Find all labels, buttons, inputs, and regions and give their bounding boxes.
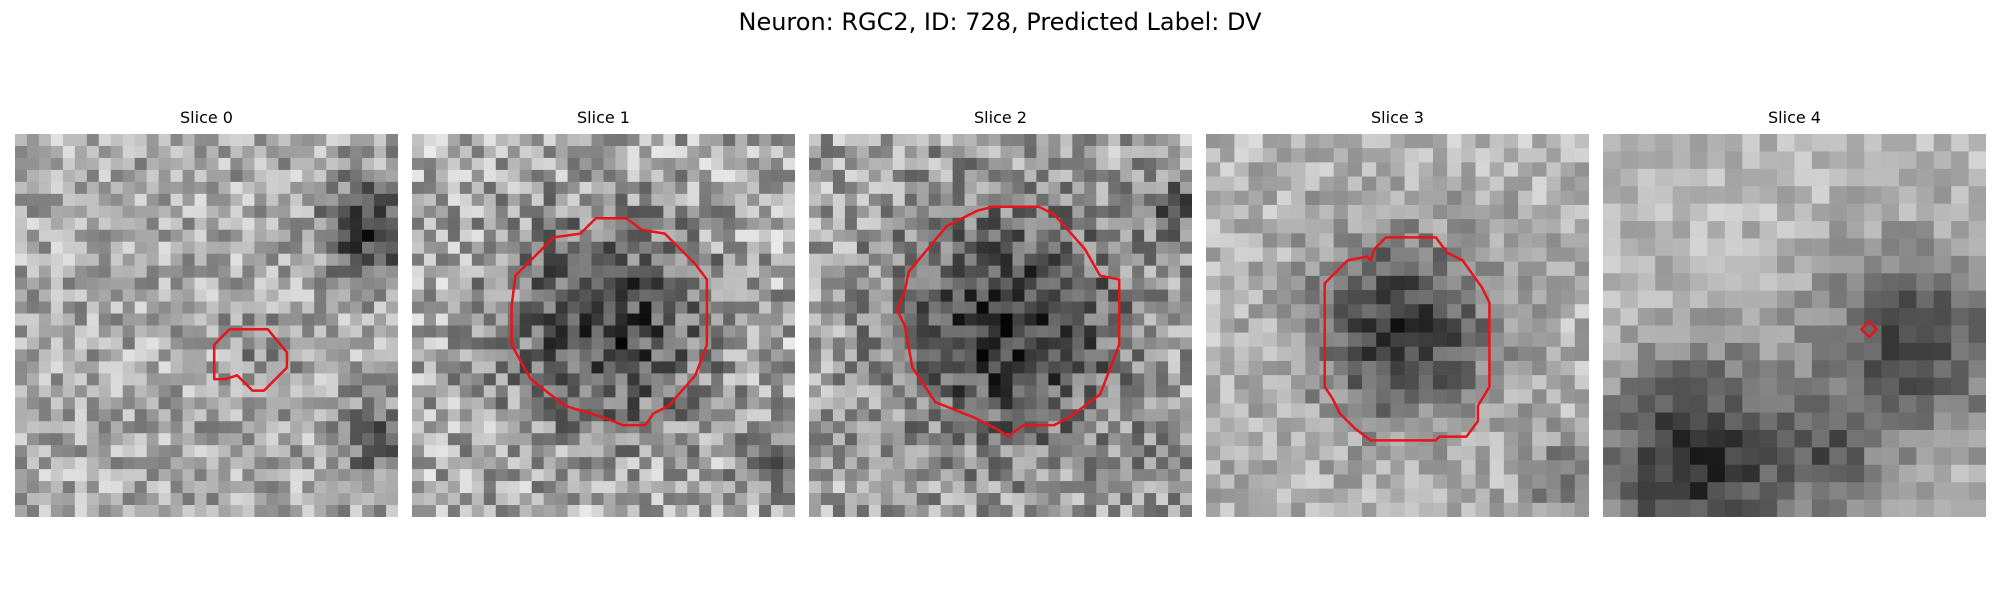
slice-title: Slice 3	[1371, 108, 1424, 127]
slice-image	[1603, 134, 1986, 517]
slice-title: Slice 1	[577, 108, 630, 127]
slice-image	[1206, 134, 1589, 517]
slice-image	[412, 134, 795, 517]
slice-title: Slice 2	[974, 108, 1027, 127]
slice-title: Slice 4	[1768, 108, 1821, 127]
slice-image	[15, 134, 398, 517]
figure-title: Neuron: RGC2, ID: 728, Predicted Label: …	[738, 8, 1262, 36]
cell-contour	[510, 217, 709, 427]
cell-contour	[895, 205, 1121, 438]
slice-title: Slice 0	[180, 108, 233, 127]
cell-contour	[212, 328, 289, 392]
slice-image	[809, 134, 1192, 517]
cell-contour	[1323, 236, 1491, 442]
cell-contour	[1860, 320, 1879, 339]
